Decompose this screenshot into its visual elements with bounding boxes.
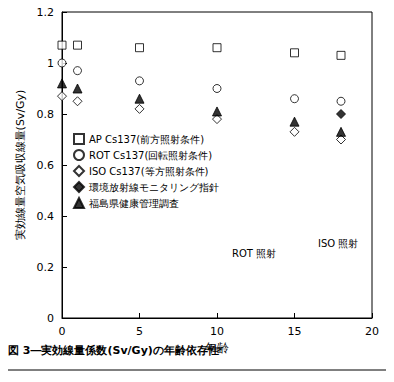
svg-text:20: 20	[365, 325, 379, 338]
svg-text:1: 1	[47, 57, 54, 70]
svg-text:1.2: 1.2	[37, 6, 55, 19]
svg-text:年齢: 年齢	[205, 341, 229, 355]
svg-text:ISO 照射: ISO 照射	[318, 238, 358, 249]
svg-text:ROT 照射: ROT 照射	[232, 248, 276, 259]
svg-text:15: 15	[288, 325, 302, 338]
svg-text:ISO Cs137(等方照射条件): ISO Cs137(等方照射条件)	[89, 166, 209, 177]
svg-text:0: 0	[59, 325, 66, 338]
svg-text:5: 5	[136, 325, 143, 338]
svg-text:0.8: 0.8	[37, 108, 55, 121]
svg-text:実効線量空気吸収線量(Sv/Gy): 実効線量空気吸収線量(Sv/Gy)	[14, 90, 27, 241]
svg-text:福島県健康管理調査: 福島県健康管理調査	[89, 198, 179, 209]
svg-text:AP Cs137(前方照射条件): AP Cs137(前方照射条件)	[89, 134, 204, 145]
svg-text:0.2: 0.2	[37, 261, 55, 274]
svg-text:環境放射線モニタリング指針: 環境放射線モニタリング指針	[89, 182, 219, 193]
svg-text:0.4: 0.4	[37, 210, 55, 223]
svg-text:0: 0	[47, 312, 54, 325]
svg-text:0.6: 0.6	[37, 159, 55, 172]
svg-text:10: 10	[210, 325, 224, 338]
svg-text:図 3―実効線量係数(Sv/Gy)の年齢依存性: 図 3―実効線量係数(Sv/Gy)の年齢依存性	[8, 344, 219, 357]
svg-text:ROT Cs137(回転照射条件): ROT Cs137(回転照射条件)	[89, 150, 212, 161]
